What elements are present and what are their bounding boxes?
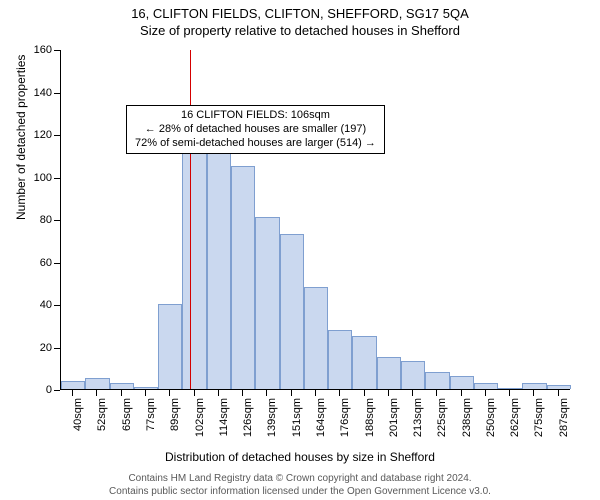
- histogram-bar: [377, 357, 401, 389]
- bars-group: [61, 49, 571, 389]
- y-tick-label: 80: [40, 214, 60, 226]
- x-tick-label: 275sqm: [533, 398, 545, 437]
- x-tick-mark: [412, 390, 413, 396]
- x-tick-mark: [388, 390, 389, 396]
- x-tick-mark: [485, 390, 486, 396]
- x-tick-label: 114sqm: [218, 398, 230, 436]
- histogram-bar: [328, 330, 352, 390]
- x-tick-mark: [315, 390, 316, 396]
- y-tick-label: 160: [34, 44, 60, 56]
- plot-area: 020406080100120140160 40sqm52sqm65sqm77s…: [60, 50, 570, 390]
- y-tick-label: 40: [40, 299, 60, 311]
- histogram-bar: [498, 388, 522, 389]
- x-tick-mark: [291, 390, 292, 396]
- x-tick-label: 250sqm: [485, 398, 497, 437]
- annotation-line1: 16 CLIFTON FIELDS: 106sqm: [135, 109, 376, 123]
- x-tick-label: 201sqm: [388, 398, 400, 437]
- x-tick-mark: [194, 390, 195, 396]
- histogram-bar: [522, 383, 546, 389]
- x-tick-mark: [218, 390, 219, 396]
- histogram-bar: [352, 336, 376, 389]
- x-tick-label: 262sqm: [509, 398, 521, 437]
- histogram-bar: [110, 383, 134, 389]
- x-tick-mark: [121, 390, 122, 396]
- x-tick-label: 176sqm: [339, 398, 351, 437]
- x-tick-label: 52sqm: [96, 398, 108, 431]
- plot-frame: [60, 50, 570, 390]
- histogram-bar: [231, 166, 255, 389]
- y-axis-label: Number of detached properties: [14, 55, 28, 220]
- histogram-bar: [401, 361, 425, 389]
- x-tick-mark: [558, 390, 559, 396]
- annotation-box: 16 CLIFTON FIELDS: 106sqm ← 28% of detac…: [126, 105, 385, 154]
- histogram-bar: [207, 138, 231, 389]
- annotation-line3: 72% of semi-detached houses are larger (…: [135, 137, 376, 151]
- x-tick-label: 213sqm: [412, 398, 424, 437]
- x-tick-mark: [509, 390, 510, 396]
- y-tick-label: 120: [34, 129, 60, 141]
- footer-line2: Contains public sector information licen…: [0, 486, 600, 499]
- x-tick-mark: [461, 390, 462, 396]
- x-tick-mark: [266, 390, 267, 396]
- histogram-bar: [547, 385, 571, 389]
- x-tick-mark: [169, 390, 170, 396]
- x-tick-label: 40sqm: [72, 398, 84, 431]
- x-tick-label: 225sqm: [436, 398, 448, 437]
- x-tick-mark: [242, 390, 243, 396]
- x-tick-label: 65sqm: [121, 398, 133, 431]
- y-tick-label: 20: [40, 342, 60, 354]
- y-tick-label: 0: [46, 384, 60, 396]
- x-tick-label: 238sqm: [461, 398, 473, 437]
- x-tick-mark: [72, 390, 73, 396]
- histogram-bar: [134, 387, 158, 389]
- histogram-bar: [61, 381, 85, 390]
- histogram-bar: [474, 383, 498, 389]
- x-tick-mark: [96, 390, 97, 396]
- x-tick-label: 164sqm: [315, 398, 327, 437]
- x-tick-label: 102sqm: [194, 398, 206, 437]
- chart-container: 16, CLIFTON FIELDS, CLIFTON, SHEFFORD, S…: [0, 0, 600, 500]
- x-tick-label: 188sqm: [364, 398, 376, 437]
- histogram-bar: [182, 151, 206, 389]
- x-tick-label: 77sqm: [145, 398, 157, 431]
- chart-title-address: 16, CLIFTON FIELDS, CLIFTON, SHEFFORD, S…: [0, 0, 600, 21]
- x-tick-mark: [339, 390, 340, 396]
- histogram-bar: [450, 376, 474, 389]
- x-tick-mark: [145, 390, 146, 396]
- chart-title-subtitle: Size of property relative to detached ho…: [0, 21, 600, 38]
- x-tick-label: 151sqm: [291, 398, 303, 437]
- y-tick-label: 140: [34, 87, 60, 99]
- x-tick-mark: [533, 390, 534, 396]
- histogram-bar: [158, 304, 182, 389]
- annotation-line2: ← 28% of detached houses are smaller (19…: [135, 123, 376, 137]
- x-tick-mark: [436, 390, 437, 396]
- y-tick-label: 100: [34, 172, 60, 184]
- x-tick-mark: [364, 390, 365, 396]
- histogram-bar: [280, 234, 304, 389]
- x-tick-label: 139sqm: [266, 398, 278, 437]
- x-tick-label: 287sqm: [558, 398, 570, 437]
- histogram-bar: [304, 287, 328, 389]
- histogram-bar: [255, 217, 279, 389]
- y-tick-label: 60: [40, 257, 60, 269]
- histogram-bar: [425, 372, 449, 389]
- x-tick-label: 89sqm: [169, 398, 181, 431]
- x-tick-label: 126sqm: [242, 398, 254, 437]
- x-axis-label: Distribution of detached houses by size …: [0, 450, 600, 464]
- reference-line: [190, 50, 191, 389]
- footer-line1: Contains HM Land Registry data © Crown c…: [0, 473, 600, 486]
- histogram-bar: [85, 378, 109, 389]
- footer-attribution: Contains HM Land Registry data © Crown c…: [0, 473, 600, 498]
